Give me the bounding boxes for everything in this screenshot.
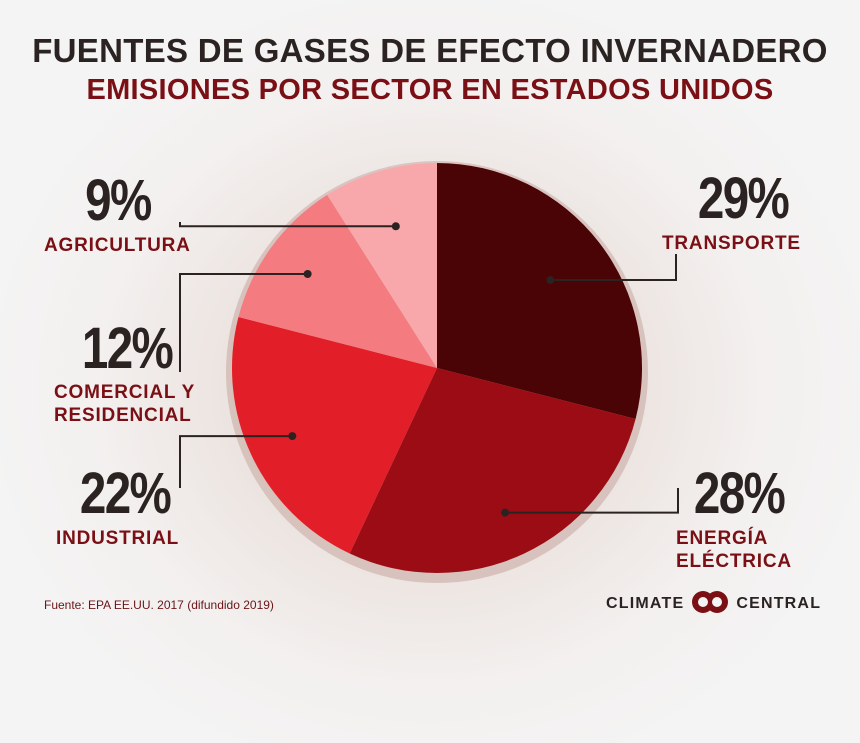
leader-line-transporte [550,254,677,282]
pct-label-comercial: 12% [81,316,174,381]
leader-dot-transporte [546,276,555,285]
leader-dot-comercial [303,270,312,279]
pct-label-energia: 28% [693,461,786,526]
pct-label-agricultura: 9% [85,168,152,233]
leader-line-agricultura [179,222,396,228]
category-label-industrial: INDUSTRIAL [56,528,180,549]
category-label-comercial: COMERCIAL Y RESIDENCIAL [54,382,196,426]
leader-dot-industrial [288,432,297,441]
climate-central-logo: CLIMATE CENTRAL [606,590,821,618]
leader-line-industrial [179,435,293,488]
leader-dot-agricultura [391,222,400,231]
chart-subtitle: EMISIONES POR SECTOR EN ESTADOS UNIDOS [86,74,774,106]
brand-right-text: CENTRAL [736,595,822,612]
leader-line-comercial [179,273,308,372]
category-label-transporte: TRANSPORTE [662,233,801,254]
pie-slice-comercial [238,194,437,368]
pie-slice-industrial [232,317,437,554]
pie-slice-transporte [437,163,642,419]
category-label-energia: ENERGÍA ELÉCTRICA [676,528,792,572]
category-label-agricultura: AGRICULTURA [44,235,191,256]
brand-left-text: CLIMATE [606,595,685,612]
pct-label-industrial: 22% [79,461,172,526]
pct-label-transporte: 29% [697,166,790,231]
source-note: Fuente: EPA EE.UU. 2017 (difundido 2019) [44,598,274,612]
pie-slice-energia [349,368,636,574]
interlocking-circles-logo-icon [690,589,730,620]
leader-line-energia [505,488,679,514]
pie-slice-agricultura [327,163,437,368]
leader-dot-energia [501,508,510,517]
chart-title: FUENTES DE GASES DE EFECTO INVERNADERO [32,32,828,69]
